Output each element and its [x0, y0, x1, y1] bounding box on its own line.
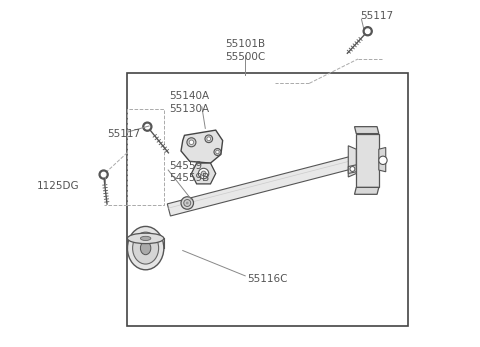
Polygon shape	[355, 187, 379, 194]
Polygon shape	[348, 165, 356, 174]
Polygon shape	[355, 127, 379, 134]
Ellipse shape	[127, 233, 164, 244]
Circle shape	[363, 27, 372, 36]
Circle shape	[189, 140, 193, 145]
Circle shape	[198, 168, 209, 179]
Circle shape	[216, 150, 219, 154]
Text: 54559
54559B: 54559 54559B	[169, 161, 209, 183]
Circle shape	[379, 156, 387, 164]
Circle shape	[186, 202, 189, 204]
Circle shape	[99, 170, 108, 179]
Circle shape	[187, 138, 196, 147]
Circle shape	[101, 172, 106, 177]
Text: 55116C: 55116C	[247, 274, 288, 284]
Circle shape	[201, 171, 206, 176]
Circle shape	[205, 135, 213, 143]
Polygon shape	[356, 134, 379, 187]
Polygon shape	[379, 147, 386, 172]
Text: 55117: 55117	[360, 11, 393, 20]
Circle shape	[214, 149, 221, 155]
Text: 1125DG: 1125DG	[37, 181, 80, 191]
Text: 55101B
55500C: 55101B 55500C	[225, 39, 265, 61]
Ellipse shape	[127, 227, 164, 270]
Polygon shape	[181, 130, 223, 163]
Circle shape	[181, 197, 193, 209]
Ellipse shape	[132, 232, 158, 264]
Bar	[127, 73, 408, 326]
Polygon shape	[168, 155, 358, 216]
Ellipse shape	[141, 236, 151, 240]
Ellipse shape	[141, 242, 151, 255]
Circle shape	[143, 122, 152, 131]
Circle shape	[207, 137, 211, 141]
Text: 55140A
55130A: 55140A 55130A	[169, 91, 210, 113]
Polygon shape	[348, 146, 356, 177]
Polygon shape	[192, 163, 216, 184]
Circle shape	[145, 125, 150, 129]
Circle shape	[184, 200, 191, 206]
Text: 55117: 55117	[107, 129, 140, 138]
Circle shape	[365, 29, 370, 33]
Circle shape	[350, 167, 355, 171]
